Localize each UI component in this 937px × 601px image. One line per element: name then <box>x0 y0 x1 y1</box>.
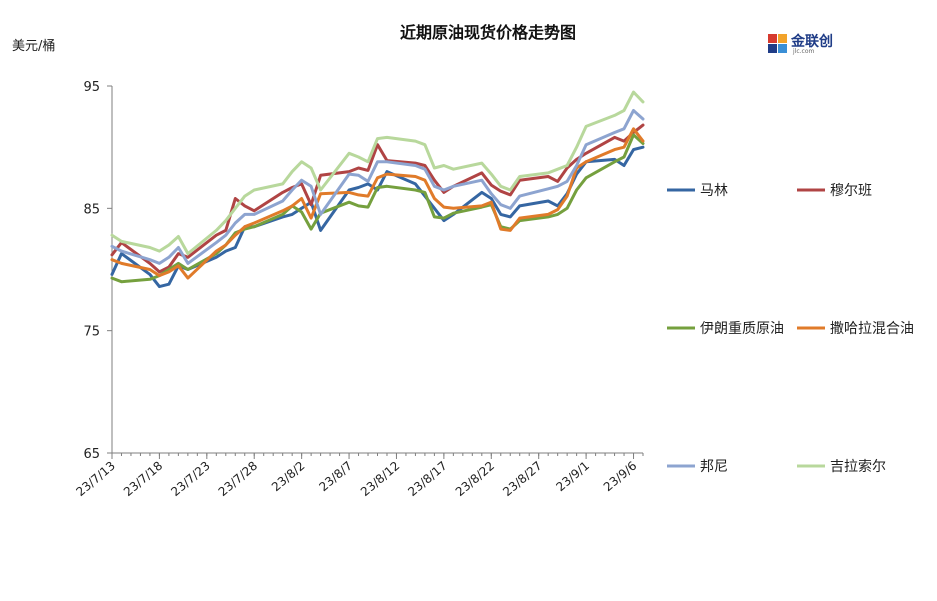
series-line-2 <box>110 123 645 274</box>
y-axis-unit-label: 美元/桶 <box>12 39 55 54</box>
x-tick-label: 23/8/22 <box>453 459 497 499</box>
x-tick-label: 23/9/1 <box>553 459 592 495</box>
legend-label-6: 吉拉索尔 <box>830 458 886 475</box>
x-tick-label: 23/7/23 <box>168 459 212 499</box>
x-tick-label: 23/8/2 <box>269 459 308 495</box>
x-tick-label: 23/7/13 <box>73 459 117 499</box>
y-tick-label: 75 <box>83 325 100 340</box>
series-line-5 <box>110 109 645 265</box>
y-tick-label: 65 <box>83 447 100 462</box>
logo-text: 金联创 <box>790 33 833 50</box>
y-tick-label: 85 <box>83 202 100 217</box>
legend-label-2: 穆尔班 <box>830 183 872 199</box>
y-tick-label: 95 <box>83 80 100 95</box>
x-tick-label: 23/9/6 <box>601 459 640 495</box>
legend-label-4: 撒哈拉混合油 <box>830 321 914 337</box>
logo-mark-icon <box>768 34 787 53</box>
series-line-6 <box>110 90 645 256</box>
x-tick-label: 23/8/17 <box>405 459 449 499</box>
x-tick-label: 23/7/28 <box>216 459 260 499</box>
x-tick-label: 23/8/27 <box>500 459 544 499</box>
brand-logo: 金联创 jlc.com <box>768 33 833 55</box>
legend-label-5: 邦尼 <box>700 459 728 475</box>
x-tick-label: 23/8/7 <box>316 459 355 495</box>
legend-label-1: 马林 <box>700 183 728 199</box>
chart-title: 近期原油现货价格走势图 <box>400 23 576 42</box>
x-tick-label: 23/7/18 <box>121 459 165 499</box>
x-tick-label: 23/8/12 <box>358 459 402 499</box>
legend-label-3: 伊朗重质原油 <box>700 321 784 337</box>
series-line-4 <box>110 127 645 280</box>
logo-subtext: jlc.com <box>792 48 815 55</box>
